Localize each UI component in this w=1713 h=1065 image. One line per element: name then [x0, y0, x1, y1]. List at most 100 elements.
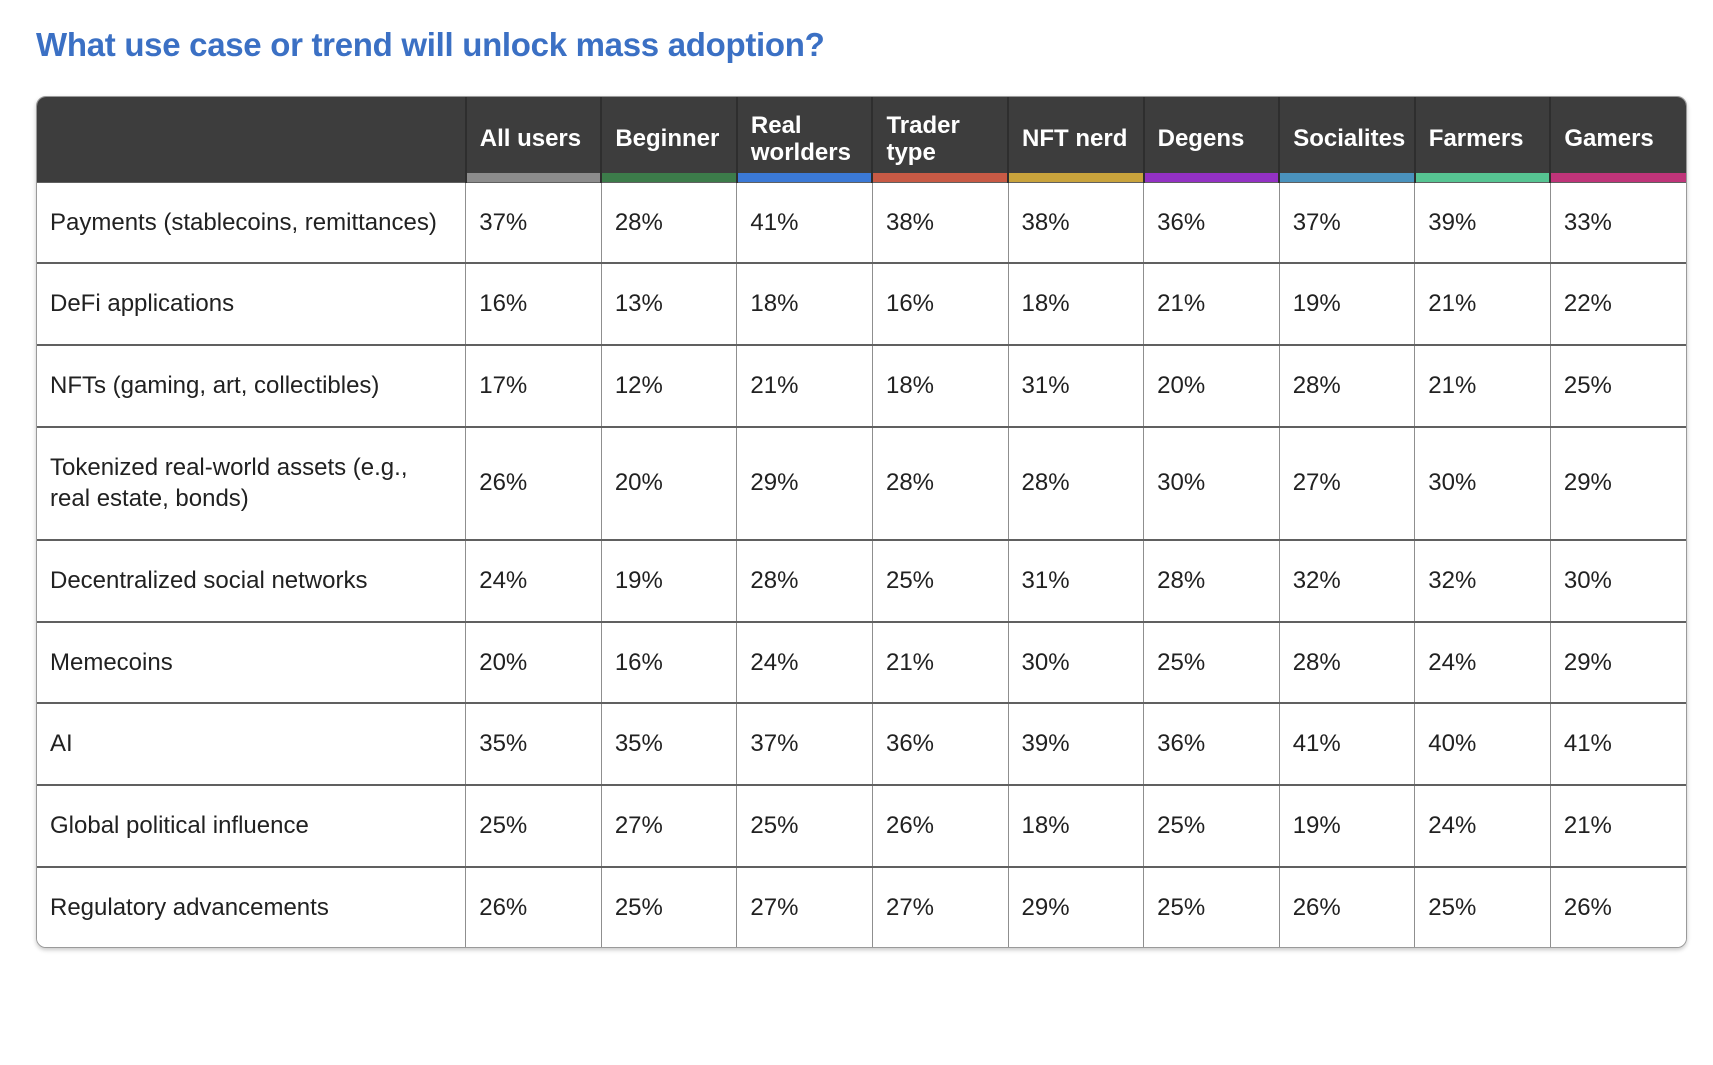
value-cell: 25% [465, 783, 602, 868]
value-cell: 35% [465, 702, 602, 786]
value-cell: 21% [1143, 262, 1280, 346]
value-cell: 37% [736, 702, 873, 786]
page: What use case or trend will unlock mass … [36, 26, 1687, 949]
column-header-label: Beginner [615, 125, 720, 153]
value-cell: 37% [465, 181, 602, 264]
value-cell: 33% [1549, 181, 1686, 264]
page-title: What use case or trend will unlock mass … [36, 26, 825, 63]
column-header-label: Farmers [1428, 125, 1524, 153]
value-cell: 25% [1414, 865, 1551, 948]
value-cell: 25% [871, 538, 1009, 623]
row-label: DeFi applications [37, 262, 467, 346]
value-cell: 18% [1007, 262, 1145, 346]
value-cell: 26% [1278, 865, 1416, 948]
value-cell: 18% [736, 262, 873, 346]
value-cell: 25% [1143, 783, 1280, 868]
value-cell: 28% [1278, 343, 1416, 428]
column-header: NFT nerd [1007, 97, 1144, 182]
value-cell: 27% [736, 865, 873, 948]
value-cell: 29% [1007, 865, 1145, 948]
value-cell: 19% [600, 538, 738, 623]
value-cell: 21% [1414, 343, 1551, 428]
value-cell: 27% [1278, 425, 1416, 541]
value-cell: 21% [1549, 783, 1686, 868]
value-cell: 17% [465, 343, 602, 428]
value-cell: 26% [465, 865, 602, 948]
value-cell: 19% [1278, 262, 1416, 346]
value-cell: 39% [1007, 702, 1145, 786]
column-header: Real worlders [735, 97, 873, 182]
value-cell: 28% [1143, 538, 1280, 623]
table-row: Memecoins 20% 16% 24% 21% 30% 25% 28% 24% 29% [37, 620, 1686, 704]
value-cell: 21% [1414, 262, 1551, 346]
column-header-label: Real worlders [750, 111, 851, 167]
value-cell: 27% [600, 783, 738, 868]
value-cell: 21% [736, 343, 873, 428]
value-cell: 12% [600, 343, 738, 428]
value-cell: 41% [1549, 702, 1686, 786]
value-cell: 36% [1143, 181, 1280, 264]
value-cell: 29% [1549, 620, 1686, 704]
value-cell: 36% [1143, 702, 1280, 786]
column-header: Degens [1142, 97, 1280, 182]
value-cell: 36% [871, 702, 1009, 786]
value-cell: 21% [871, 620, 1009, 704]
table-header: All users Beginner Real worlders Trader typ… [37, 97, 1686, 182]
table-row: Payments (stablecoins, remittances) 37% 28… [37, 181, 1686, 264]
value-cell: 38% [1007, 181, 1145, 264]
value-cell: 41% [1278, 702, 1416, 786]
value-cell: 28% [1007, 425, 1145, 541]
column-header: Socialites [1278, 97, 1415, 182]
value-cell: 13% [600, 262, 738, 346]
column-accent-bar [1280, 172, 1414, 182]
table-row: AI 35% 35% 37% 36% 39% 36% 41% 40% 41% [37, 702, 1686, 786]
value-cell: 41% [736, 181, 873, 264]
value-cell: 30% [1007, 620, 1145, 704]
row-label: Decentralized social networks [37, 538, 467, 623]
column-header: All users [464, 97, 602, 182]
value-cell: 18% [1007, 783, 1145, 868]
survey-table-container: All users Beginner Real worlders Trader typ… [36, 96, 1687, 949]
value-cell: 20% [1143, 343, 1280, 428]
table-row: NFTs (gaming, art, collectibles) 17% 12% 21… [37, 343, 1686, 428]
row-label: Regulatory advancements [37, 865, 467, 948]
column-header-label: Socialites [1293, 125, 1406, 153]
value-cell: 26% [465, 425, 602, 541]
value-cell: 37% [1278, 181, 1416, 264]
value-cell: 35% [600, 702, 738, 786]
column-header-label: Trader type [886, 111, 960, 167]
value-cell: 32% [1414, 538, 1551, 623]
value-cell: 39% [1414, 181, 1551, 264]
table-row: Regulatory advancements 26% 25% 27% 27% 29% 25… [37, 865, 1686, 948]
value-cell: 40% [1414, 702, 1551, 786]
row-label-header [37, 97, 466, 182]
value-cell: 27% [871, 865, 1009, 948]
value-cell: 26% [871, 783, 1009, 868]
value-cell: 28% [871, 425, 1009, 541]
value-cell: 38% [871, 181, 1009, 264]
value-cell: 30% [1143, 425, 1280, 541]
column-header-label: Gamers [1564, 125, 1654, 153]
column-header: Beginner [600, 97, 737, 182]
column-header-label: Degens [1157, 125, 1245, 153]
value-cell: 28% [600, 181, 738, 264]
value-cell: 25% [600, 865, 738, 948]
value-cell: 25% [1143, 865, 1280, 948]
value-cell: 18% [871, 343, 1009, 428]
column-accent-bar [602, 172, 736, 182]
table-row: Tokenized real-world assets (e.g., real … [37, 425, 1686, 541]
table-row: Decentralized social networks 24% 19% 28% 25… [37, 538, 1686, 623]
value-cell: 24% [736, 620, 873, 704]
value-cell: 16% [465, 262, 602, 346]
value-cell: 20% [600, 425, 738, 541]
column-accent-bar [1551, 172, 1686, 182]
column-accent-bar [466, 172, 601, 182]
table-body: Payments (stablecoins, remittances) 37% 28… [37, 181, 1686, 948]
column-header-label: All users [479, 125, 582, 153]
value-cell: 25% [1143, 620, 1280, 704]
value-cell: 16% [871, 262, 1009, 346]
value-cell: 32% [1278, 538, 1416, 623]
value-cell: 29% [736, 425, 873, 541]
survey-table: All users Beginner Real worlders Trader typ… [37, 97, 1686, 948]
row-label: Tokenized real-world assets (e.g., real … [37, 425, 467, 541]
